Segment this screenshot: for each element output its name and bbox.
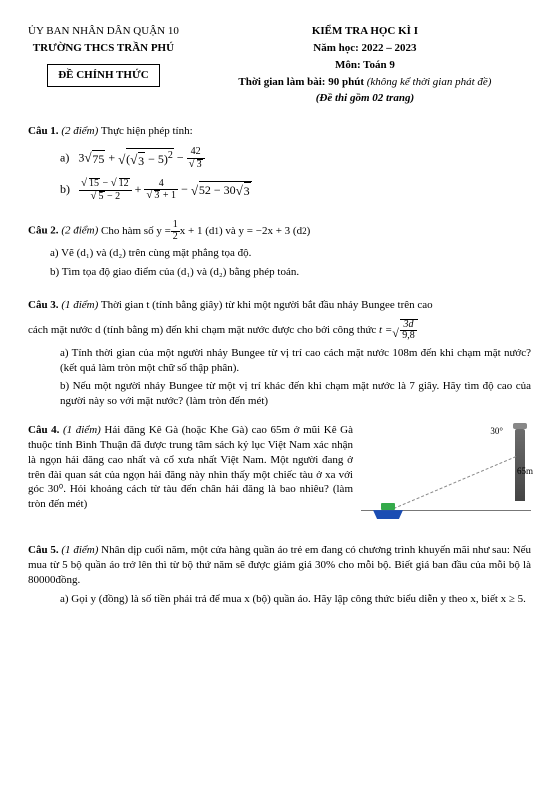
question-5: Câu 5. (1 điểm) Nhân dịp cuối năm, một c… — [28, 543, 531, 606]
exam-title: KIỂM TRA HỌC KÌ I — [199, 24, 531, 39]
q3-formula: t = 3d9,8 — [379, 319, 418, 342]
q5-a: a) Gọi y (đồng) là số tiền phải trả để m… — [60, 592, 531, 607]
q1-b-expression: 15 − 12 5 − 2 + 4 3 + 1 − 52 − 303 — [79, 178, 252, 202]
q3-den: 9,8 — [400, 331, 417, 342]
angle-label: 30° — [490, 425, 503, 437]
q2-b: b) Tìm tọa độ giao điểm của (d₁) và (d₂)… — [50, 265, 531, 280]
q3-line1: Câu 3. (1 điểm) Thời gian t (tính bằng g… — [28, 298, 531, 313]
q1-a: a) 375 + (3 − 5)2 − 423 — [60, 147, 531, 170]
q2-half: 12 — [171, 220, 180, 242]
time-note: (không kể thời gian phát đề) — [367, 76, 492, 88]
q1-a-label: a) — [60, 150, 69, 164]
question-2: Câu 2. (2 điểm) Cho hàm số y = 12 x + 1 … — [28, 220, 531, 280]
q1-b: b) 15 − 12 5 − 2 + 4 3 + 1 − 52 − 303 — [60, 178, 531, 202]
ship-cabin — [381, 503, 395, 510]
pages-note: (Đề thi gồm 02 trang) — [199, 91, 531, 106]
q2-stem-end: ) — [307, 224, 311, 239]
question-1: Câu 1. (2 điểm) Thực hiện phép tính: a) … — [28, 124, 531, 202]
q4-body: Hải đăng Kê Gà (hoặc Khe Gà) cao 65m ở m… — [28, 424, 353, 510]
q1-a-expression: 375 + (3 − 5)2 − 423 — [78, 147, 204, 170]
time-label: Thời gian làm bài: 90 phút — [238, 76, 366, 88]
q1-title: Câu 1. — [28, 125, 59, 137]
q4-points: (1 điểm) — [63, 424, 101, 436]
q3-a: a) Tính thời gian của một người nhảy Bun… — [60, 346, 531, 376]
q3-title: Câu 3. — [28, 299, 59, 311]
q3-stem2: cách mặt nước d (tính bằng m) đến khi ch… — [28, 324, 379, 336]
q3-stem1: Thời gian t (tính bằng giây) từ khi một … — [101, 299, 433, 311]
question-3: Câu 3. (1 điểm) Thời gian t (tính bằng g… — [28, 298, 531, 409]
q5-points: (1 điểm) — [61, 544, 98, 556]
q2-a: a) Vẽ (d₁) và (d₂) trên cùng mặt phẳng t… — [50, 246, 531, 261]
subject-line: Môn: Toán 9 — [199, 58, 531, 73]
q2-points: (2 điểm) — [61, 225, 98, 237]
q2-title: Câu 2. — [28, 225, 59, 237]
q2-stem-mid: x + 1 (d — [180, 224, 215, 239]
q2-stem-mid2: ) và y = −2x + 3 (d — [219, 224, 302, 239]
q5-title: Câu 5. — [28, 544, 59, 556]
question-4: Câu 4. (1 điểm) Hải đăng Kê Gà (hoặc Khe… — [28, 423, 531, 533]
q4-figure: 30° 65m — [361, 423, 531, 533]
q5-body: Nhân dịp cuối năm, một cửa hàng quần áo … — [28, 544, 531, 586]
q3-t-eq: t = — [379, 323, 392, 338]
height-label: 65m — [517, 465, 533, 477]
q1-points: (2 điểm) — [61, 125, 98, 137]
q2-stem: Cho hàm số y = 12 x + 1 (d1 ) và y = −2x… — [101, 220, 310, 242]
time-line: Thời gian làm bài: 90 phút (không kể thờ… — [199, 75, 531, 90]
school-name: TRƯỜNG THCS TRẦN PHÚ — [28, 41, 179, 56]
q2-stem-pre: Cho hàm số y = — [101, 224, 171, 239]
ship-hull — [371, 510, 405, 519]
q3-points: (1 điểm) — [61, 299, 98, 311]
q4-text: Câu 4. (1 điểm) Hải đăng Kê Gà (hoặc Khe… — [28, 423, 353, 512]
q1-stem: Thực hiện phép tính: — [101, 125, 193, 137]
q1-b-label: b) — [60, 182, 70, 196]
school-year: Năm học: 2022 – 2023 — [199, 41, 531, 56]
official-stamp: ĐỀ CHÍNH THỨC — [47, 64, 159, 87]
header-right: KIỂM TRA HỌC KÌ I Năm học: 2022 – 2023 M… — [199, 24, 531, 106]
sight-line — [389, 456, 516, 511]
q3-b: b) Nếu một người nhảy Bungee từ một vị t… — [60, 379, 531, 409]
header-left: ỦY BAN NHÂN DÂN QUẬN 10 TRƯỜNG THCS TRẦN… — [28, 24, 179, 106]
q3-line2: cách mặt nước d (tính bằng m) đến khi ch… — [28, 319, 531, 342]
q4-title: Câu 4. — [28, 424, 59, 436]
ship-icon — [371, 503, 405, 519]
committee-line: ỦY BAN NHÂN DÂN QUẬN 10 — [28, 24, 179, 39]
